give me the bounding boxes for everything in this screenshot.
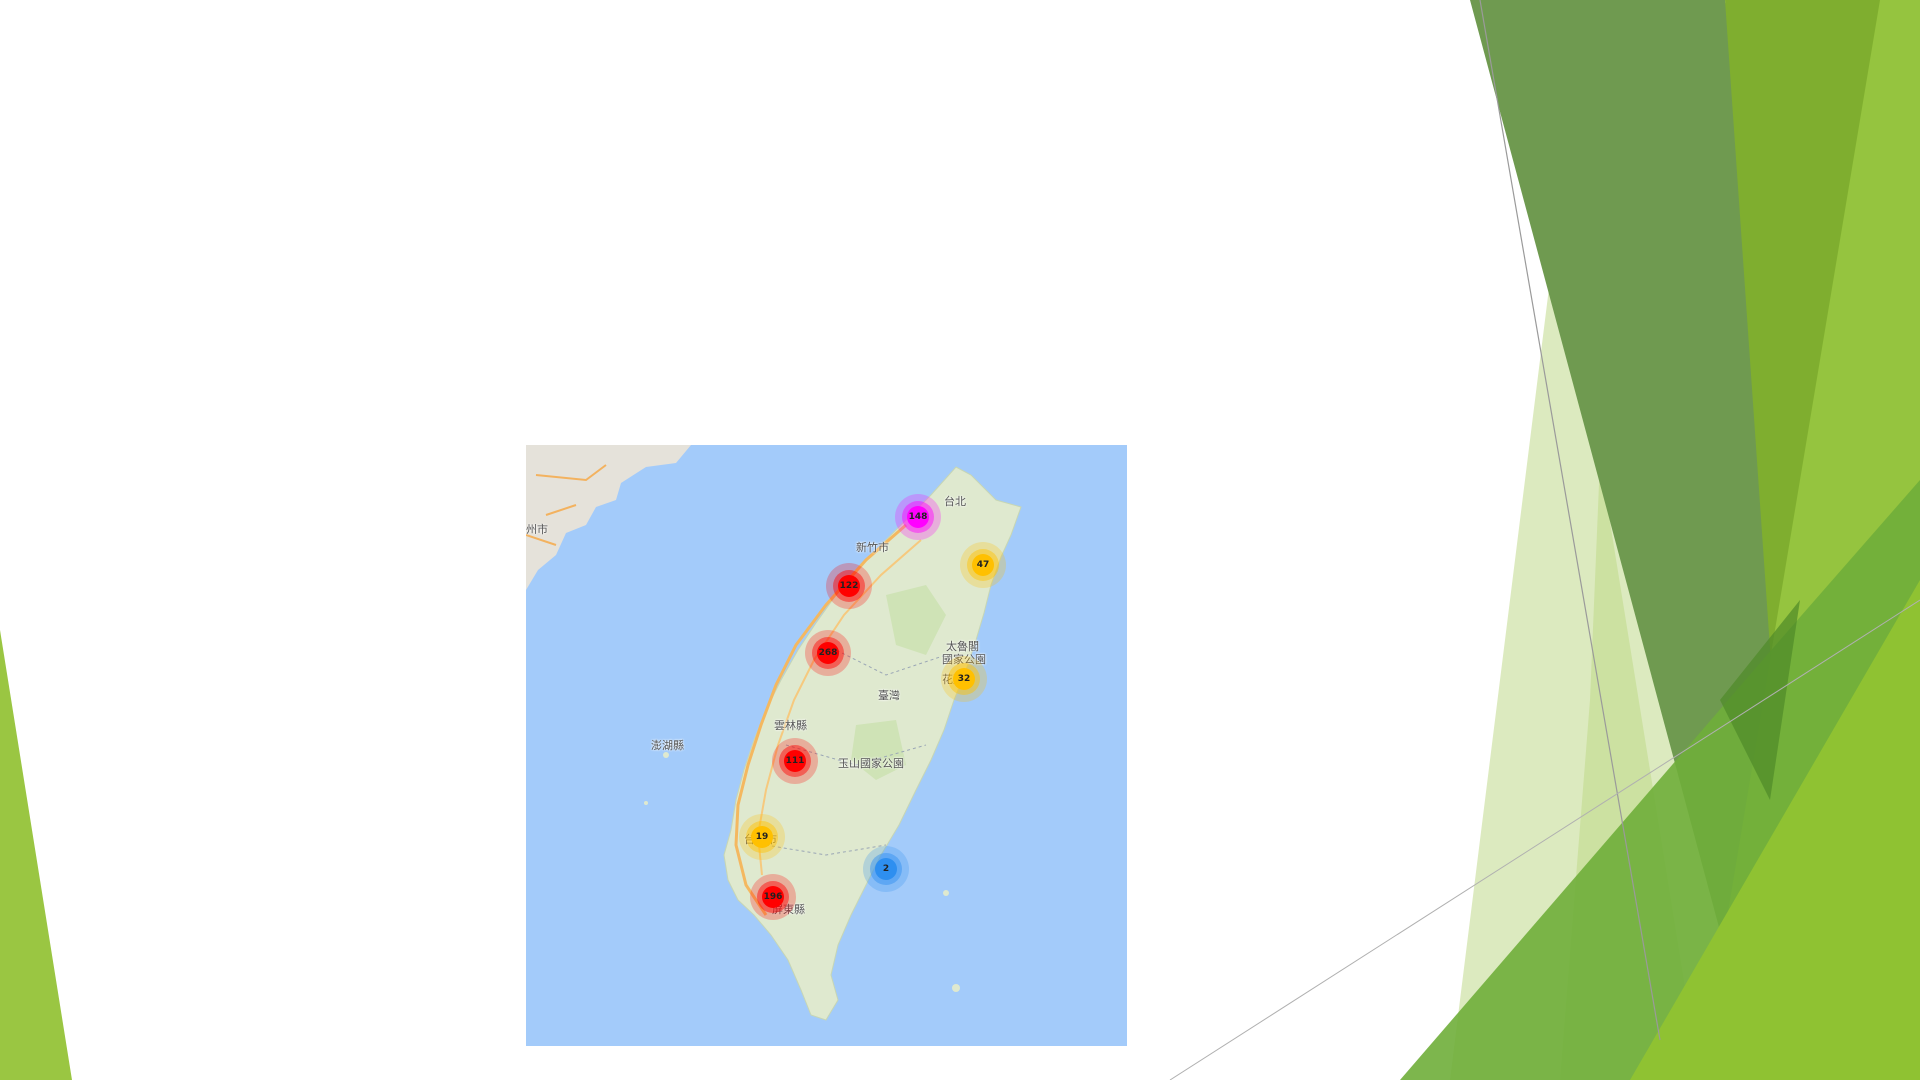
map-label-penghu: 澎湖縣 — [651, 739, 684, 752]
cluster-marker-taipei[interactable]: 148 — [895, 494, 941, 540]
cluster-marker-taitung[interactable]: 2 — [863, 846, 909, 892]
cluster-count: 19 — [751, 826, 773, 848]
map-label-fuzhou: 州市 — [526, 523, 548, 536]
left-accent-shape — [0, 630, 72, 1080]
map-label-taroko-1: 太魯閣 — [946, 640, 979, 653]
right-lower-bright — [1630, 580, 1920, 1080]
cluster-marker-kaohsiung[interactable]: 196 — [750, 874, 796, 920]
map-base — [526, 445, 1127, 1046]
cluster-count: 47 — [972, 554, 994, 576]
cluster-count: 196 — [762, 886, 784, 908]
cluster-marker-chiayi[interactable]: 111 — [772, 738, 818, 784]
decor-line-2 — [1169, 599, 1920, 1080]
taiwan-cluster-map: 台北 新竹市 州市 太魯閣 國家公園 花蓮 臺灣 雲林縣 澎湖縣 玉山國家公園 … — [526, 445, 1127, 1046]
map-label-hsinchu: 新竹市 — [856, 541, 889, 554]
decor-line-1 — [1479, 0, 1661, 1041]
cluster-marker-hualien[interactable]: 32 — [941, 656, 987, 702]
map-label-taipei: 台北 — [944, 495, 966, 508]
cluster-count: 32 — [953, 668, 975, 690]
cluster-count: 148 — [907, 506, 929, 528]
map-label-pingtung: 屏東縣 — [772, 903, 805, 916]
cluster-count: 268 — [817, 642, 839, 664]
map-label-yunlin: 雲林縣 — [774, 719, 807, 732]
cluster-marker-taichung[interactable]: 268 — [805, 630, 851, 676]
cluster-marker-yilan[interactable]: 47 — [960, 542, 1006, 588]
map-label-taiwan: 臺灣 — [878, 689, 900, 702]
cluster-marker-tainan[interactable]: 19 — [739, 814, 785, 860]
cluster-count: 111 — [784, 750, 806, 772]
cluster-marker-miaoli[interactable]: 122 — [826, 563, 872, 609]
cluster-count: 122 — [838, 575, 860, 597]
mainland-coast — [526, 445, 691, 590]
map-label-yushan: 玉山國家公園 — [838, 757, 904, 770]
cluster-count: 2 — [875, 858, 897, 880]
map-label-taroko-2: 國家公園 — [942, 653, 986, 666]
right-deep-facet — [1720, 600, 1800, 800]
